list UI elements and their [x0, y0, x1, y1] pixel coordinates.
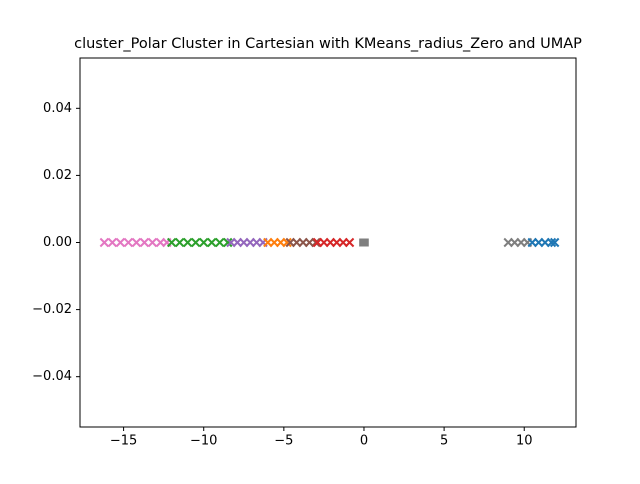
point [282, 237, 292, 248]
point [123, 237, 134, 248]
point [215, 237, 225, 248]
y-tick-label: −0.04 [32, 369, 72, 384]
point [147, 237, 158, 248]
point [166, 237, 177, 248]
y-tick-label: 0.00 [43, 235, 72, 250]
point [549, 237, 560, 248]
point [207, 237, 217, 248]
point [99, 237, 110, 248]
chart-title: cluster_Polar Cluster in Cartesian with … [74, 36, 582, 52]
point [174, 237, 185, 248]
point [360, 238, 369, 247]
point [115, 237, 126, 248]
point [139, 237, 150, 248]
point [131, 237, 142, 248]
point [223, 237, 233, 248]
point [546, 237, 557, 248]
y-tick-label: 0.02 [43, 168, 72, 183]
x-tick-label: −5 [274, 434, 293, 449]
point [344, 237, 355, 248]
y-tick-label: 0.04 [43, 101, 72, 116]
x-tick-label: −15 [110, 434, 137, 449]
x-tick-label: 5 [440, 434, 448, 449]
y-tick-label: −0.02 [32, 302, 72, 317]
point [311, 237, 321, 248]
point [182, 237, 193, 248]
x-tick-label: 10 [516, 434, 533, 449]
x-tick-label: −10 [190, 434, 217, 449]
point [190, 237, 201, 248]
x-tick-label: 0 [360, 434, 368, 449]
point [107, 237, 118, 248]
plot-frame [79, 57, 577, 428]
point [199, 237, 209, 248]
